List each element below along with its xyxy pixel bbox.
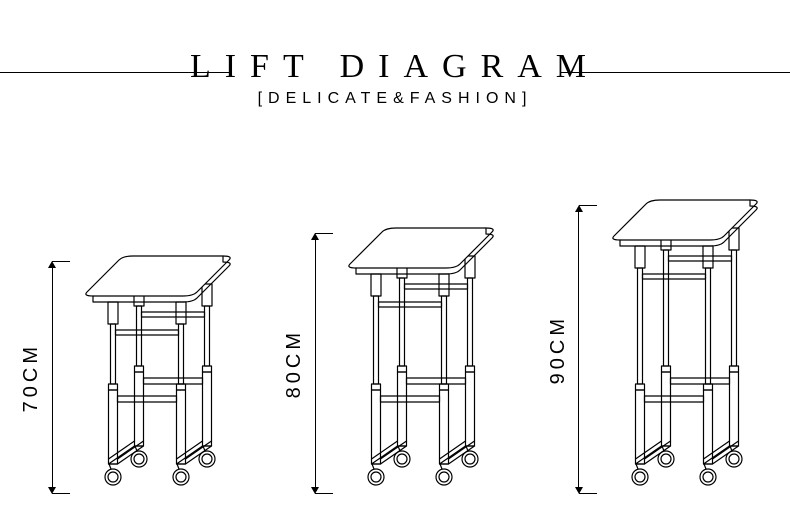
dimension-rule [315,240,316,487]
dimension-line [310,233,320,494]
dimension-column: 70CM [20,231,57,494]
arrow-up-icon [311,233,319,240]
dimension-column: 90CM [547,175,584,494]
table-line-drawing [590,170,770,489]
table-group: 90CM [547,170,770,494]
dimension-rule [52,268,53,487]
table-drawing-wrap [590,170,770,494]
table-group: 70CM [20,226,243,494]
dimension-line [47,261,57,494]
dimension-tick-icon [52,493,70,494]
table-group: 80CM [283,198,506,494]
page-title: LIFT DIAGRAM [0,48,790,86]
page-subtitle: [DELICATE&FASHION] [0,90,790,108]
table-line-drawing [326,198,506,489]
dimension-label: 90CM [547,315,570,384]
page-root: LIFT DIAGRAM [DELICATE&FASHION] 70CM 80C… [0,0,790,514]
arrow-up-icon [48,261,56,268]
table-line-drawing [63,226,243,489]
dimension-tick-icon [579,493,597,494]
dimension-rule [578,212,579,487]
dimension-tick-icon [315,233,333,234]
dimension-label: 70CM [20,343,43,412]
dimension-line [574,205,584,494]
header: LIFT DIAGRAM [DELICATE&FASHION] [0,48,790,108]
arrow-up-icon [575,205,583,212]
dimension-tick-icon [315,493,333,494]
table-drawing-wrap [326,198,506,494]
table-drawing-wrap [63,226,243,494]
tables-row: 70CM 80CM 90CM [0,134,790,494]
dimension-column: 80CM [283,203,320,494]
dimension-tick-icon [579,205,597,206]
dimension-tick-icon [52,261,70,262]
dimension-label: 80CM [283,329,306,398]
